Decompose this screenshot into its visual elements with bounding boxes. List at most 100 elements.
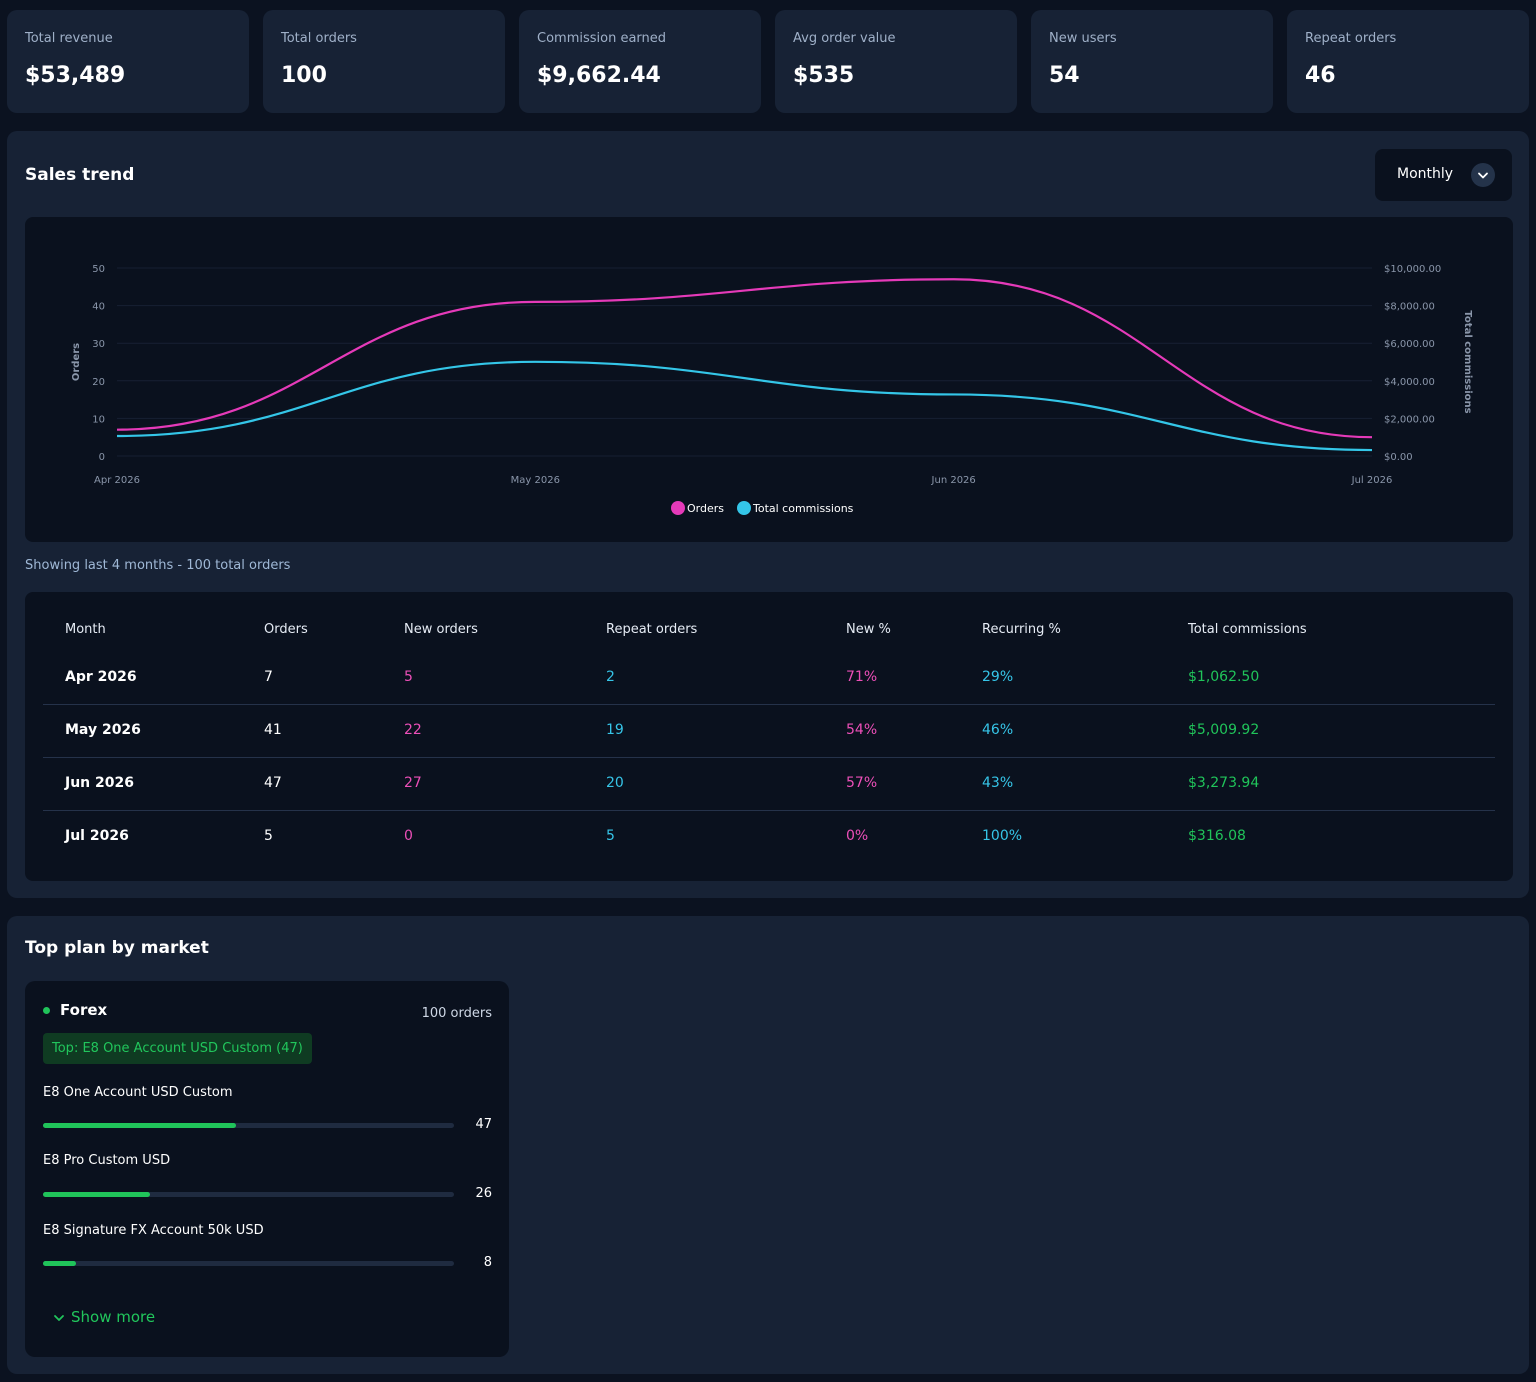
kpi-label: Total revenue bbox=[25, 31, 113, 46]
y-tick-label: 20 bbox=[92, 377, 105, 388]
x-tick-label: May 2026 bbox=[511, 475, 560, 486]
y-tick-label: 10 bbox=[92, 414, 105, 425]
market-name: Forex bbox=[60, 1001, 108, 1019]
period-select-label: Monthly bbox=[1397, 166, 1454, 182]
table-row: May 2026 41 22 19 54% 46% $5,009.92 bbox=[43, 705, 1495, 758]
table-row: Apr 2026 7 5 2 71% 29% $1,062.50 bbox=[43, 652, 1495, 705]
y-tick-label: 40 bbox=[92, 302, 105, 313]
y-tick-label: 0 bbox=[99, 452, 105, 463]
table-header-new-percent: New % bbox=[846, 622, 891, 637]
kpi-value: 54 bbox=[1049, 63, 1080, 88]
x-tick-label: Jun 2026 bbox=[931, 475, 976, 486]
table-header-orders: Orders bbox=[264, 622, 308, 637]
kpi-card-repeat-orders: Repeat orders 46 bbox=[1287, 10, 1529, 113]
y-tick-label: 50 bbox=[92, 264, 105, 275]
cell-total-commissions: $3,273.94 bbox=[1188, 775, 1260, 791]
cell-repeat-orders: 19 bbox=[606, 722, 624, 738]
plan-name: E8 Signature FX Account 50k USD bbox=[43, 1223, 264, 1238]
cell-new-percent: 57% bbox=[846, 775, 878, 791]
cell-recurring-percent: 46% bbox=[982, 722, 1014, 738]
monthly-table: Month Orders New orders Repeat orders Ne… bbox=[25, 592, 1513, 881]
cell-month: Jun 2026 bbox=[65, 775, 134, 791]
plan-count: 47 bbox=[475, 1117, 492, 1132]
cell-month: Apr 2026 bbox=[65, 669, 137, 685]
table-row: Jun 2026 47 27 20 57% 43% $3,273.94 bbox=[43, 758, 1495, 811]
period-select[interactable]: Monthly bbox=[1375, 149, 1512, 201]
plan-progress-bar bbox=[43, 1261, 454, 1266]
kpi-card-total-revenue: Total revenue $53,489 bbox=[7, 10, 249, 113]
chevron-down-icon bbox=[1471, 163, 1495, 187]
y2-axis-title: Total commissions bbox=[1462, 310, 1473, 413]
cell-orders: 41 bbox=[264, 722, 282, 738]
cell-new-percent: 71% bbox=[846, 669, 878, 685]
table-row: Jul 2026 5 0 5 0% 100% $316.08 bbox=[43, 811, 1495, 864]
x-tick-label: Jul 2026 bbox=[1351, 475, 1393, 486]
top-plan-panel: Top plan by market Forex 100 orders Top:… bbox=[7, 916, 1529, 1374]
kpi-label: Repeat orders bbox=[1305, 31, 1397, 46]
status-dot-icon bbox=[43, 1007, 50, 1014]
kpi-card-total-orders: Total orders 100 bbox=[263, 10, 505, 113]
plan-progress-bar bbox=[43, 1123, 454, 1128]
cell-repeat-orders: 20 bbox=[606, 775, 624, 791]
table-header-recurring-percent: Recurring % bbox=[982, 622, 1061, 637]
legend-commissions-label: Total commissions bbox=[752, 502, 854, 515]
show-more-label: Show more bbox=[71, 1308, 156, 1326]
cell-new-orders: 0 bbox=[404, 828, 413, 844]
cell-orders: 47 bbox=[264, 775, 282, 791]
cell-new-orders: 27 bbox=[404, 775, 422, 791]
table-header-repeat-orders: Repeat orders bbox=[606, 622, 698, 637]
cell-month: Jul 2026 bbox=[65, 828, 129, 844]
plan-progress-fill bbox=[43, 1261, 76, 1266]
plan-count: 26 bbox=[475, 1186, 492, 1201]
y2-tick-label: $0.00 bbox=[1384, 452, 1413, 463]
market-orders-count: 100 orders bbox=[421, 1006, 492, 1021]
y2-tick-label: $2,000.00 bbox=[1384, 414, 1435, 425]
y-axis-title: Orders bbox=[71, 343, 82, 381]
table-header-total-commissions: Total commissions bbox=[1188, 622, 1307, 637]
cell-recurring-percent: 29% bbox=[982, 669, 1014, 685]
sales-trend-chart: 0 10 20 30 40 50 $0.00 $2,000.00 $4,000.00 $6,000… bbox=[25, 217, 1513, 542]
chart-canvas: 0 10 20 30 40 50 $0.00 $2,000.00 $4,000.00 $6,000… bbox=[71, 264, 1473, 515]
cell-orders: 5 bbox=[264, 828, 273, 844]
y2-tick-label: $10,000.00 bbox=[1384, 264, 1441, 275]
table-header-month: Month bbox=[65, 622, 106, 637]
cell-total-commissions: $316.08 bbox=[1188, 828, 1246, 844]
cell-new-percent: 54% bbox=[846, 722, 878, 738]
legend-orders-marker bbox=[671, 501, 685, 515]
x-tick-label: Apr 2026 bbox=[94, 475, 140, 486]
y2-tick-label: $8,000.00 bbox=[1384, 302, 1435, 313]
plan-name: E8 Pro Custom USD bbox=[43, 1153, 171, 1168]
summary-text: Showing last 4 months - 100 total orders bbox=[25, 558, 291, 573]
chevron-down-icon bbox=[54, 1314, 64, 1321]
top-plan-badge: Top: E8 One Account USD Custom (47) bbox=[43, 1033, 312, 1064]
kpi-card-new-users: New users 54 bbox=[1031, 10, 1273, 113]
kpi-value: $9,662.44 bbox=[537, 63, 661, 88]
cell-new-orders: 22 bbox=[404, 722, 422, 738]
plan-name: E8 One Account USD Custom bbox=[43, 1085, 233, 1100]
cell-repeat-orders: 5 bbox=[606, 828, 615, 844]
legend-commissions-marker bbox=[737, 501, 751, 515]
y-tick-label: 30 bbox=[92, 339, 105, 350]
market-card-forex: Forex 100 orders Top: E8 One Account USD… bbox=[25, 981, 509, 1357]
table-header-new-orders: New orders bbox=[404, 622, 478, 637]
show-more-button[interactable]: Show more bbox=[53, 1308, 155, 1326]
kpi-value: 46 bbox=[1305, 63, 1336, 88]
y2-tick-label: $6,000.00 bbox=[1384, 339, 1435, 350]
plan-count: 8 bbox=[483, 1255, 492, 1270]
cell-orders: 7 bbox=[264, 669, 273, 685]
commissions-line bbox=[116, 360, 1373, 452]
cell-total-commissions: $5,009.92 bbox=[1188, 722, 1260, 738]
kpi-label: Avg order value bbox=[793, 31, 896, 46]
kpi-label: Total orders bbox=[281, 31, 357, 46]
plan-progress-fill bbox=[43, 1123, 237, 1128]
cell-new-percent: 0% bbox=[846, 828, 869, 844]
cell-total-commissions: $1,062.50 bbox=[1188, 669, 1260, 685]
kpi-value: $53,489 bbox=[25, 63, 126, 88]
orders-line bbox=[116, 278, 1373, 439]
plan-progress-fill bbox=[43, 1192, 150, 1197]
kpi-card-commission-earned: Commission earned $9,662.44 bbox=[519, 10, 761, 113]
kpi-card-avg-order-value: Avg order value $535 bbox=[775, 10, 1017, 113]
cell-repeat-orders: 2 bbox=[606, 669, 615, 685]
kpi-value: 100 bbox=[281, 63, 327, 88]
sales-trend-title: Sales trend bbox=[25, 165, 135, 185]
